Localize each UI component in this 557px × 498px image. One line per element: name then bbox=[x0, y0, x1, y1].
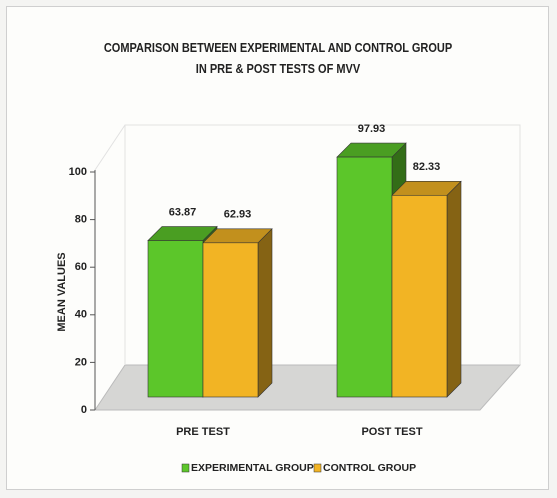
legend-swatch bbox=[181, 463, 190, 473]
y-axis-label: MEAN VALUES bbox=[56, 252, 68, 331]
legend-swatch bbox=[313, 463, 322, 473]
value-label: 97.93 bbox=[358, 123, 386, 135]
bar bbox=[147, 240, 204, 398]
bar-side bbox=[257, 228, 273, 398]
bar bbox=[336, 156, 393, 398]
bar-side bbox=[446, 180, 462, 398]
bar bbox=[391, 194, 448, 398]
back-wall bbox=[94, 124, 521, 365]
bar bbox=[202, 242, 259, 398]
chart-title: COMPARISON BETWEEN EXPERIMENTAL AND CONT… bbox=[103, 41, 453, 76]
x-tick-label: POST TEST bbox=[361, 426, 422, 438]
value-label: 63.87 bbox=[169, 206, 197, 218]
x-tick-label: PRE TEST bbox=[176, 426, 230, 438]
value-label: 62.93 bbox=[224, 209, 252, 221]
legend-label: CONTROL GROUP bbox=[323, 462, 416, 474]
value-label: 82.33 bbox=[413, 161, 441, 173]
y-tick-label: 40 bbox=[75, 309, 87, 321]
y-tick-label: 60 bbox=[75, 261, 87, 273]
legend-label: EXPERIMENTAL GROUP bbox=[191, 462, 314, 474]
y-tick-label: 0 bbox=[81, 404, 87, 416]
y-tick-label: 80 bbox=[75, 214, 87, 226]
y-tick-label: 20 bbox=[75, 356, 87, 368]
y-tick-label: 100 bbox=[69, 166, 87, 178]
